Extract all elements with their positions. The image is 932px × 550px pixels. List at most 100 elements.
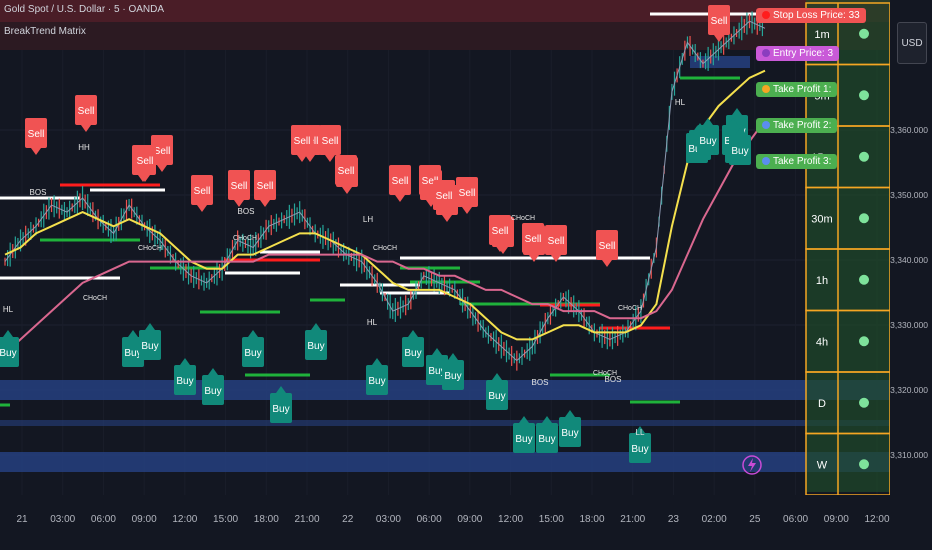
buy-signal: Buy bbox=[366, 358, 388, 395]
timeframe-status-dot-icon bbox=[859, 151, 869, 162]
buy-arrow-icon bbox=[735, 128, 745, 135]
price-tick-label: 3,310.000 bbox=[890, 450, 928, 460]
price-line bbox=[4, 20, 766, 362]
structure-label: CHoCH bbox=[233, 235, 257, 242]
sell-signal-box bbox=[596, 230, 618, 260]
structure-label: CHoCH bbox=[83, 295, 107, 302]
sell-signal-label: Sell bbox=[194, 186, 211, 197]
sell-signal-box bbox=[291, 125, 313, 155]
timeframe-status-dot-icon bbox=[859, 274, 869, 285]
stop-loss-label: Stop Loss Price: 33 bbox=[756, 8, 866, 23]
price-axis-bg bbox=[890, 0, 932, 550]
sell-signal: Sell bbox=[134, 145, 156, 182]
buy-signal: Buy bbox=[513, 416, 535, 453]
buy-signal-box bbox=[139, 330, 161, 360]
sell-signal-label: Sell bbox=[599, 241, 616, 252]
buy-signal-box bbox=[0, 337, 19, 367]
buy-arrow-icon bbox=[311, 323, 321, 330]
sell-arrow-icon bbox=[297, 155, 307, 162]
sell-arrow-icon bbox=[395, 195, 405, 202]
sell-signal-label: Sell bbox=[78, 106, 95, 117]
demand-zone-3 bbox=[0, 452, 890, 472]
sell-signal-box bbox=[191, 175, 213, 205]
buy-arrow-icon bbox=[542, 416, 552, 423]
sell-signal-label: Sell bbox=[459, 188, 476, 199]
sell-signal-label: Sell bbox=[322, 136, 339, 147]
time-tick-label: 02:00 bbox=[702, 514, 727, 525]
time-tick-label: 09:00 bbox=[132, 514, 157, 525]
buy-signal-label: Buy bbox=[204, 386, 221, 397]
buy-signal-label: Buy bbox=[404, 348, 421, 359]
sell-arrow-icon bbox=[31, 148, 41, 155]
time-tick-label: 12:00 bbox=[172, 514, 197, 525]
timeframe-status-dot-icon bbox=[859, 90, 869, 101]
buy-signal-box bbox=[559, 417, 581, 447]
stop-loss-dot-icon bbox=[762, 11, 770, 19]
sell-signal-label: Sell bbox=[422, 176, 439, 187]
buy-signal: Buy bbox=[486, 373, 508, 410]
time-tick-label: 03:00 bbox=[50, 514, 75, 525]
sell-arrow-icon bbox=[714, 35, 724, 42]
buy-signal-label: Buy bbox=[307, 341, 324, 352]
buy-arrow-icon bbox=[3, 330, 13, 337]
buy-signal-label: Buy bbox=[272, 404, 289, 415]
sell-signal-label: Sell bbox=[548, 236, 565, 247]
timeframe-label-1m: 1m bbox=[814, 29, 829, 41]
sell-arrow-icon bbox=[462, 207, 472, 214]
buy-signal: Buy bbox=[559, 410, 581, 447]
buy-signal-label: Buy bbox=[538, 434, 555, 445]
buy-signal-box bbox=[536, 423, 558, 453]
time-tick-label: 15:00 bbox=[213, 514, 238, 525]
time-tick-label: 23 bbox=[668, 514, 680, 525]
buy-signal: Buy bbox=[122, 330, 144, 367]
buy-signal-box bbox=[486, 380, 508, 410]
sell-signal-box bbox=[335, 155, 357, 185]
buy-signal-label: Buy bbox=[428, 366, 445, 377]
buy-signal-label: Buy bbox=[731, 146, 748, 157]
timeframe-label-1h: 1h bbox=[816, 275, 828, 287]
buy-signal: Buy bbox=[305, 323, 327, 360]
indicator-title[interactable]: BreakTrend Matrix bbox=[4, 26, 86, 37]
time-tick-label: 03:00 bbox=[376, 514, 401, 525]
sell-arrow-icon bbox=[81, 125, 91, 132]
sell-signal: Sell bbox=[545, 225, 567, 262]
entry-dot-icon bbox=[762, 49, 770, 57]
buy-arrow-icon bbox=[208, 368, 218, 375]
currency-button[interactable]: USD bbox=[897, 22, 927, 64]
buy-signal-box bbox=[442, 360, 464, 390]
buy-signal-label: Buy bbox=[368, 376, 385, 387]
buy-arrow-icon bbox=[145, 323, 155, 330]
timeframe-label-30m: 30m bbox=[811, 213, 832, 225]
time-tick-label: 21:00 bbox=[620, 514, 645, 525]
timeframe-status-dot-icon bbox=[859, 336, 869, 347]
symbol-title: Gold Spot / U.S. Dollar · 5 · OANDA bbox=[4, 4, 165, 15]
lightning-icon bbox=[742, 455, 762, 475]
time-tick-label: 12:00 bbox=[864, 514, 889, 525]
sell-signal-box bbox=[25, 118, 47, 148]
sell-signal-label: Sell bbox=[338, 166, 355, 177]
sell-signal: Sell bbox=[456, 177, 478, 214]
sell-signal: Sell bbox=[596, 230, 618, 267]
buy-arrow-icon bbox=[565, 410, 575, 417]
buy-signal-box bbox=[366, 365, 388, 395]
sell-signal-box bbox=[489, 215, 511, 245]
sell-signal-label: Sell bbox=[137, 156, 154, 167]
buy-signal: Buy bbox=[0, 330, 19, 367]
entry-label: Entry Price: 3 bbox=[756, 46, 840, 61]
buy-arrow-icon bbox=[276, 386, 286, 393]
buy-arrow-icon bbox=[519, 416, 529, 423]
time-tick-label: 09:00 bbox=[457, 514, 482, 525]
buy-signal-label: Buy bbox=[444, 371, 461, 382]
buy-arrow-icon bbox=[635, 426, 645, 433]
time-tick-label: 21 bbox=[16, 514, 28, 525]
sell-signal: Sell bbox=[389, 165, 411, 202]
sell-signal-box bbox=[151, 135, 173, 165]
buy-signal: Buy bbox=[629, 426, 651, 463]
timeframe-label-4h: 4h bbox=[816, 336, 828, 348]
sell-arrow-icon bbox=[234, 200, 244, 207]
tp2-label: Take Profit 2: bbox=[756, 118, 838, 133]
sell-signal-label: Sell bbox=[436, 191, 453, 202]
timeframe-label-D: D bbox=[818, 398, 826, 410]
sell-signal: Sell bbox=[25, 118, 47, 155]
